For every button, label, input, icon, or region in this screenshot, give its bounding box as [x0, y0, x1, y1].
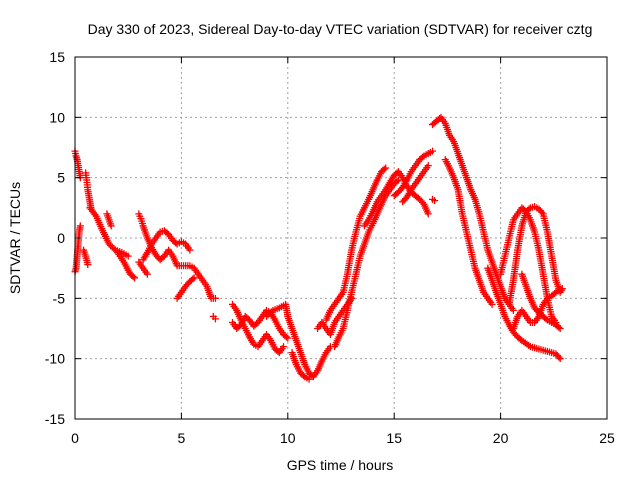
data-point-marker [143, 270, 151, 278]
data-point-marker [108, 243, 116, 251]
data-point-marker [124, 252, 132, 260]
data-point-marker [267, 308, 275, 316]
data-point-marker [429, 147, 437, 155]
data-point-marker [110, 245, 118, 253]
chart-title: Day 330 of 2023, Sidereal Day-to-day VTE… [88, 21, 593, 37]
data-point-marker [282, 333, 290, 341]
data-point-marker [551, 290, 559, 298]
x-tick-label: 15 [386, 430, 402, 446]
data-point-marker [84, 261, 92, 269]
y-tick-labels: -15 -10 -5 0 5 10 15 [45, 49, 65, 427]
x-tick-label: 20 [493, 430, 509, 446]
data-point-marker [538, 208, 546, 216]
data-point-marker [299, 372, 307, 380]
x-tick-label: 10 [280, 430, 296, 446]
data-point-marker [211, 315, 219, 323]
data-point-marker [431, 197, 439, 205]
data-point-marker [284, 334, 292, 342]
data-point-marker [131, 274, 139, 282]
data-point-marker [305, 375, 313, 383]
y-tick-label: -5 [53, 290, 66, 306]
x-tick-label: 5 [178, 430, 186, 446]
y-tick-label: 0 [57, 230, 65, 246]
data-point-marker [419, 199, 427, 207]
y-tick-label: 10 [49, 109, 65, 125]
data-point-marker [424, 210, 432, 218]
data-point-marker [266, 309, 274, 317]
x-tick-label: 0 [71, 430, 79, 446]
y-axis-label: SDTVAR / TECUs [7, 182, 23, 294]
data-point-marker [556, 286, 564, 294]
data-point-marker [211, 294, 219, 302]
data-point-marker [382, 164, 390, 172]
data-point-marker [424, 162, 432, 170]
data-point-marker [556, 355, 564, 363]
data-point-marker [380, 165, 388, 173]
data-point-marker [542, 315, 550, 323]
y-tick-label: -10 [45, 351, 65, 367]
data-points [71, 113, 566, 383]
x-tick-label: 25 [599, 430, 615, 446]
y-tick-label: -15 [45, 411, 65, 427]
data-point-marker [189, 275, 197, 283]
x-tick-labels: 0 5 10 15 20 25 [71, 430, 615, 446]
data-point-marker [190, 274, 198, 282]
x-axis-label: GPS time / hours [287, 457, 394, 473]
data-point-marker [76, 222, 84, 230]
data-point-marker [556, 325, 564, 332]
data-point-marker [555, 353, 563, 361]
data-point-marker [509, 306, 517, 314]
y-tick-label: 15 [49, 49, 65, 65]
data-point-marker [488, 300, 496, 308]
data-point-marker [280, 343, 288, 351]
data-point-marker [263, 312, 271, 320]
y-tick-label: 5 [57, 170, 65, 186]
data-point-marker [264, 311, 272, 319]
data-point-marker [107, 222, 115, 230]
axis-ticks [74, 56, 608, 420]
data-point-marker [393, 177, 401, 185]
data-point-marker [186, 246, 194, 254]
data-point-marker [525, 205, 533, 213]
data-point-marker [105, 240, 113, 248]
data-point-marker [555, 323, 563, 331]
data-point-marker [129, 273, 137, 281]
data-point-marker [107, 242, 115, 250]
data-point-marker [419, 153, 427, 161]
